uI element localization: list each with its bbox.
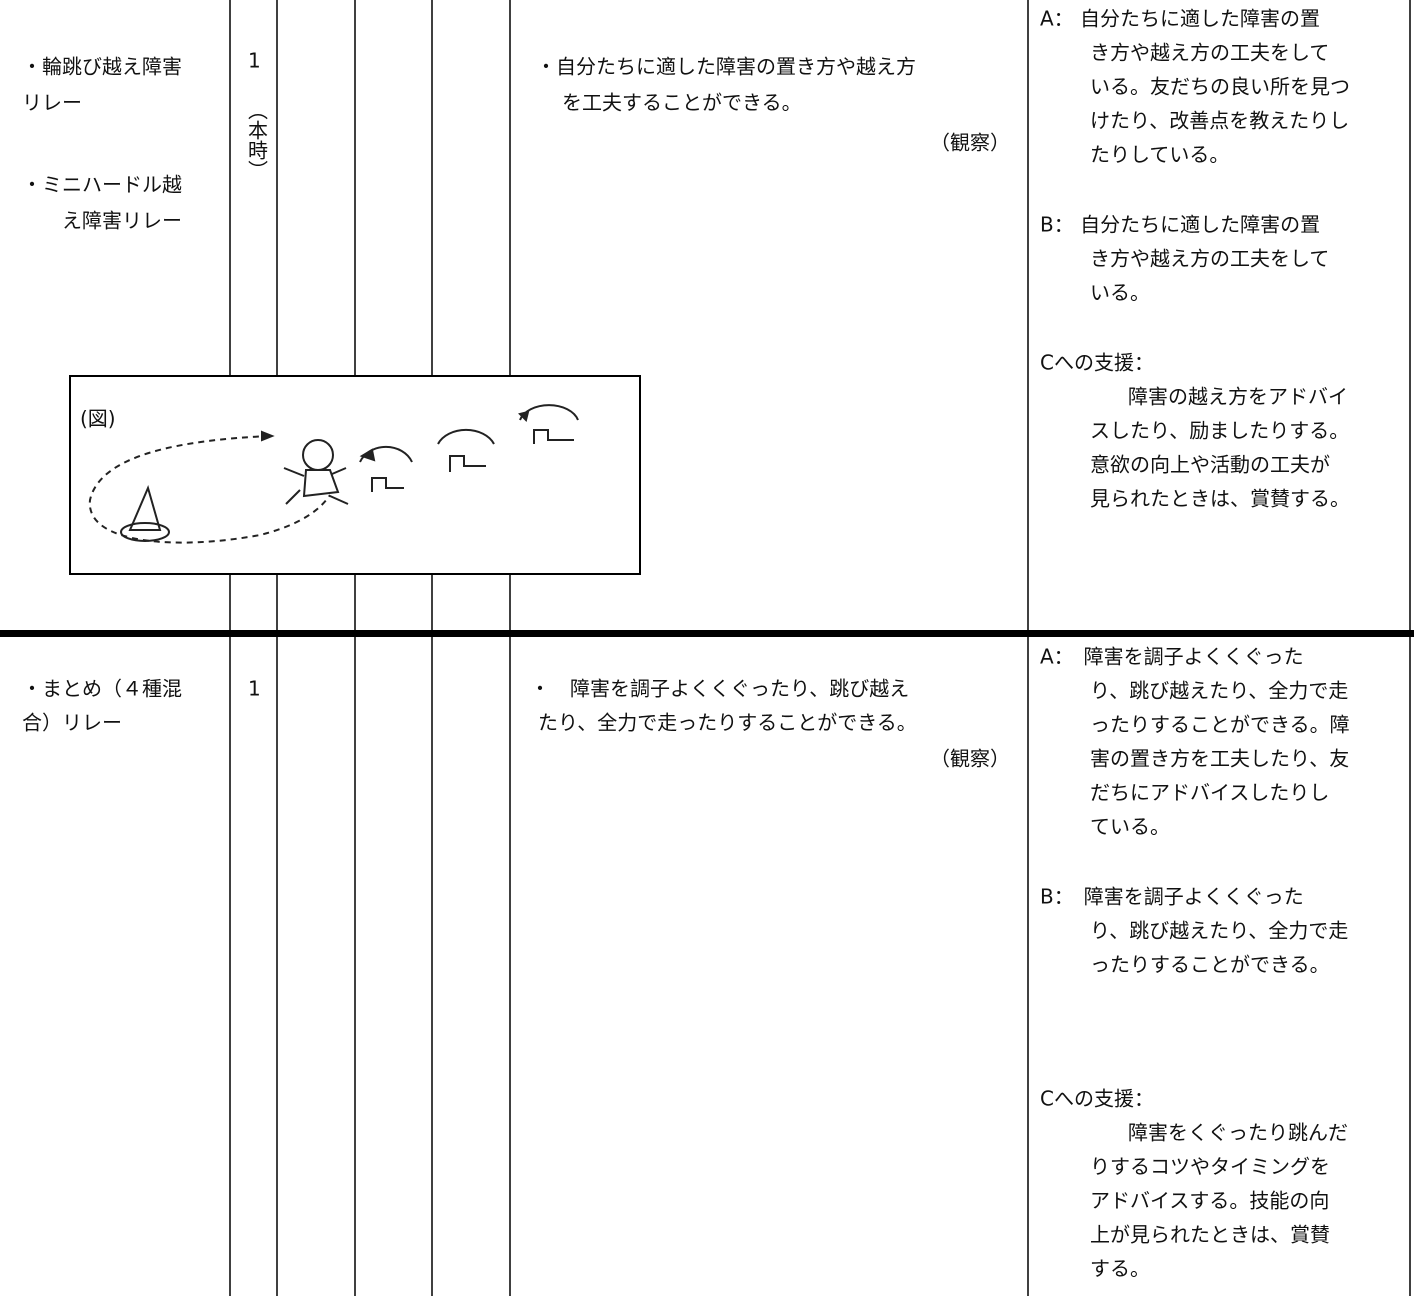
hours-note: （本時） xyxy=(245,100,269,180)
figure-frame xyxy=(69,375,641,575)
goal-line: ・ 障害を調子よくくぐったり、跳び越え xyxy=(530,677,909,701)
evaluation-line: たりしている。 xyxy=(1090,143,1229,167)
evaluation-line: いる。 xyxy=(1090,281,1150,305)
evaluation-line: ている。 xyxy=(1090,815,1170,839)
goal-line: を工夫することができる。 xyxy=(562,91,802,115)
evaluation-line: 障害の越え方をアドバイ xyxy=(1128,385,1348,409)
goal-line: ・自分たちに適した障害の置き方や越え方 xyxy=(536,55,916,79)
evaluation-line: A： 障害を調子よくくぐった xyxy=(1040,645,1304,669)
evaluation-line: 上が見られたときは、賞賛 xyxy=(1090,1223,1330,1247)
evaluation-line: 意欲の向上や活動の工夫が xyxy=(1090,453,1330,477)
method: （観察） xyxy=(930,131,1010,155)
figure: (図) xyxy=(69,375,641,575)
evaluation-line: ったりすることができる。障 xyxy=(1090,713,1350,737)
goal-line: たり、全力で走ったりすることができる。 xyxy=(538,711,917,735)
evaluation-line: り、跳び越えたり、全力で走 xyxy=(1090,919,1348,943)
evaluation-line: Cへの支援： xyxy=(1040,351,1154,375)
figure-drawing xyxy=(88,404,579,544)
table-lines xyxy=(229,0,1411,1296)
activity-line: 合）リレー xyxy=(22,711,122,735)
activity-line: ・輪跳び越え障害 xyxy=(22,55,182,79)
evaluation-line: B： 障害を調子よくくぐった xyxy=(1040,885,1304,909)
activity-line: リレー xyxy=(22,91,82,115)
activity-line: ・ミニハードル越 xyxy=(22,173,182,197)
evaluation-line: だちにアドバイスしたりし xyxy=(1090,781,1329,805)
evaluation-line: り、跳び越えたり、全力で走 xyxy=(1090,679,1348,703)
evaluation-line: けたり、改善点を教えたりし xyxy=(1090,109,1349,133)
evaluation-line: Cへの支援： xyxy=(1040,1087,1154,1111)
evaluation-line: 障害をくぐったり跳んだ xyxy=(1128,1121,1348,1145)
evaluation-line: いる。友だちの良い所を見つ xyxy=(1090,75,1350,99)
evaluation-line: A： 自分たちに適した障害の置 xyxy=(1040,7,1320,31)
evaluation-line: き方や越え方の工夫をして xyxy=(1090,247,1329,271)
activity-line: ・まとめ（４種混 xyxy=(22,677,182,701)
row-divider xyxy=(0,630,1414,637)
evaluation-line: する。 xyxy=(1090,1257,1150,1281)
evaluation-line: き方や越え方の工夫をして xyxy=(1090,41,1329,65)
hours: 1 xyxy=(248,677,261,701)
method: （観察） xyxy=(930,747,1010,771)
evaluation-line: りするコツやタイミングを xyxy=(1090,1155,1330,1179)
evaluation-line: 害の置き方を工夫したり、友 xyxy=(1090,747,1349,771)
evaluation-line: スしたり、励ましたりする。 xyxy=(1090,419,1349,443)
evaluation-line: ったりすることができる。 xyxy=(1090,953,1330,977)
figure-label: (図) xyxy=(80,407,116,431)
hours: 1 xyxy=(248,49,261,73)
activity-line: え障害リレー xyxy=(62,209,182,233)
evaluation-line: 見られたときは、賞賛する。 xyxy=(1090,487,1350,511)
evaluation-line: B： 自分たちに適した障害の置 xyxy=(1040,213,1320,237)
evaluation-line: アドバイスする。技能の向 xyxy=(1090,1189,1329,1213)
